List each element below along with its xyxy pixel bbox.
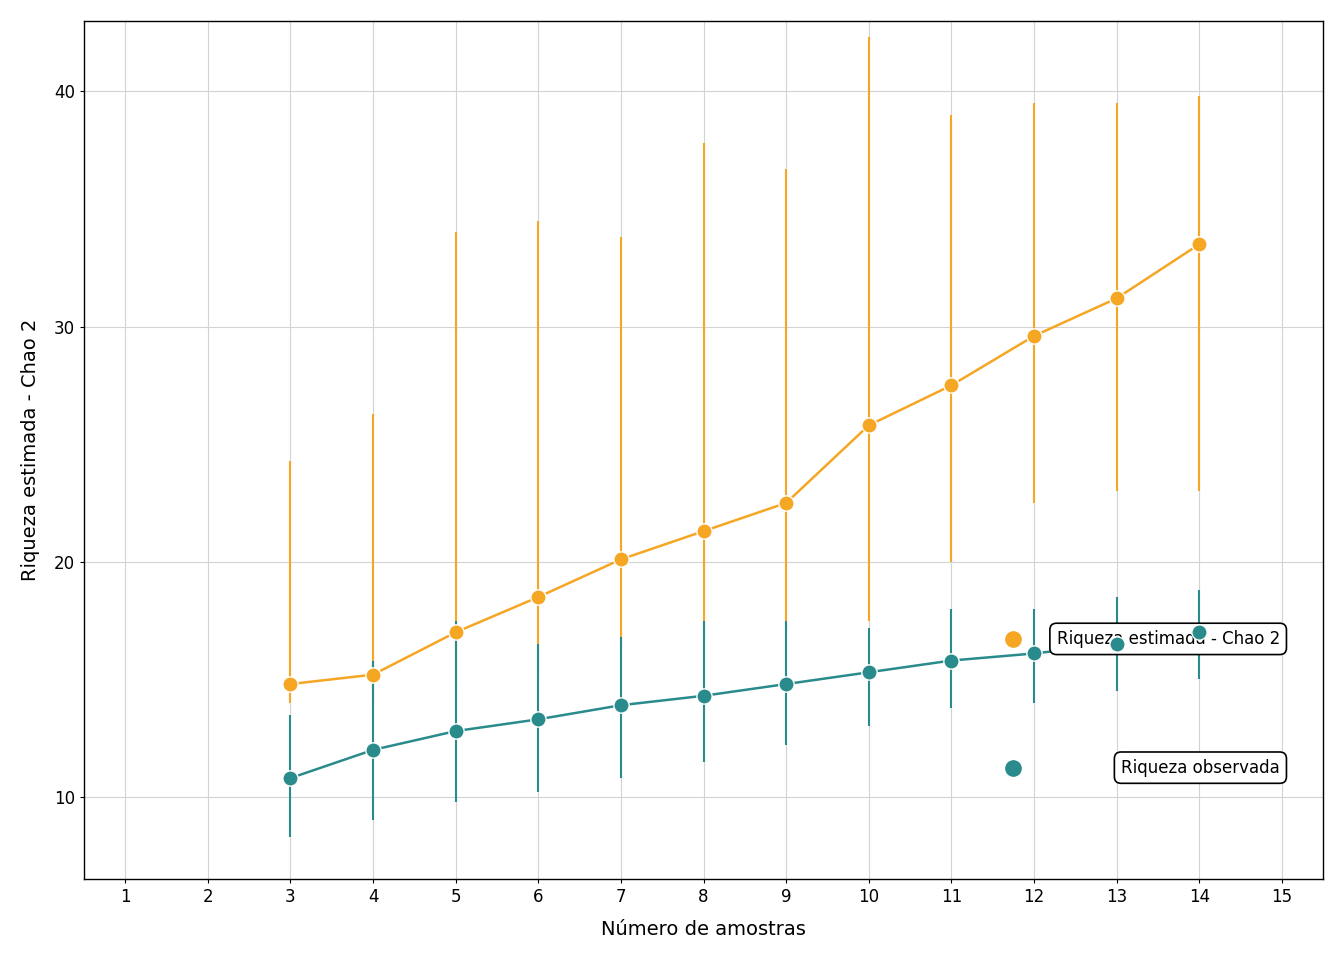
Text: Riqueza estimada - Chao 2: Riqueza estimada - Chao 2	[1056, 630, 1279, 648]
Point	[528, 711, 550, 727]
Point	[692, 523, 714, 539]
Point	[363, 742, 384, 757]
Point	[610, 698, 632, 713]
Point	[445, 625, 466, 640]
Point	[1106, 636, 1128, 652]
Point	[280, 677, 301, 692]
Point	[775, 495, 797, 511]
Y-axis label: Riqueza estimada - Chao 2: Riqueza estimada - Chao 2	[22, 319, 40, 581]
Point	[941, 377, 962, 393]
Point	[280, 771, 301, 786]
Point	[1188, 236, 1210, 252]
Point	[528, 589, 550, 605]
Point	[941, 653, 962, 668]
Text: Riqueza observada: Riqueza observada	[1121, 758, 1279, 777]
Point	[1023, 646, 1044, 661]
Point	[610, 552, 632, 567]
Point	[775, 677, 797, 692]
Point	[1023, 328, 1044, 344]
Point	[1188, 625, 1210, 640]
Point	[363, 667, 384, 683]
X-axis label: Número de amostras: Número de amostras	[601, 921, 806, 939]
Point	[692, 688, 714, 704]
Point	[857, 418, 879, 433]
Point	[445, 724, 466, 739]
Point	[1106, 291, 1128, 306]
Point	[857, 664, 879, 680]
